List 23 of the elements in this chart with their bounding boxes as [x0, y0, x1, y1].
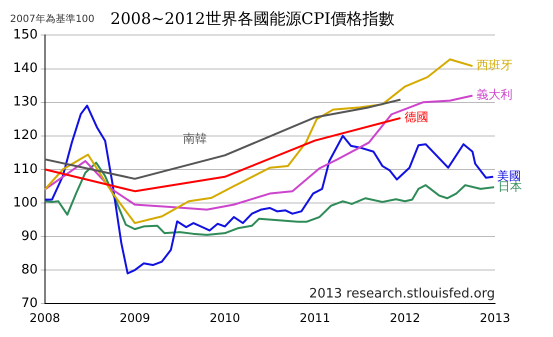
series-label: 南韓: [182, 131, 207, 146]
series-label: 西班牙: [476, 58, 512, 72]
x-tick-label: 2008: [30, 310, 60, 325]
x-tick-label: 2012: [390, 310, 420, 325]
annotation: 2013 research.stlouisfed.org: [309, 286, 495, 302]
x-tick-label: 2013: [480, 310, 510, 325]
series-label: 德國: [404, 110, 428, 124]
series-label: 義大利: [476, 88, 512, 102]
y-tick-label: 120: [12, 128, 38, 144]
chart-title: 2008~2012世界各國能源CPI價格指數: [110, 8, 395, 28]
y-tick-label: 90: [21, 228, 38, 244]
y-tick-label: 80: [21, 262, 38, 278]
y-tick-label: 150: [12, 28, 38, 43]
series-label: 美國: [497, 168, 522, 183]
x-tick-label: 2010: [210, 310, 240, 325]
x-tick-label: 2011: [300, 310, 330, 325]
y-tick-label: 100: [12, 195, 38, 210]
y-tick-label: 70: [21, 296, 38, 311]
x-tick-label: 2009: [120, 310, 150, 325]
y-tick-label: 130: [12, 94, 38, 110]
y-tick-label: 140: [12, 61, 38, 76]
y-tick-label: 110: [12, 162, 38, 177]
text: 2007年為基準100: [10, 13, 95, 25]
